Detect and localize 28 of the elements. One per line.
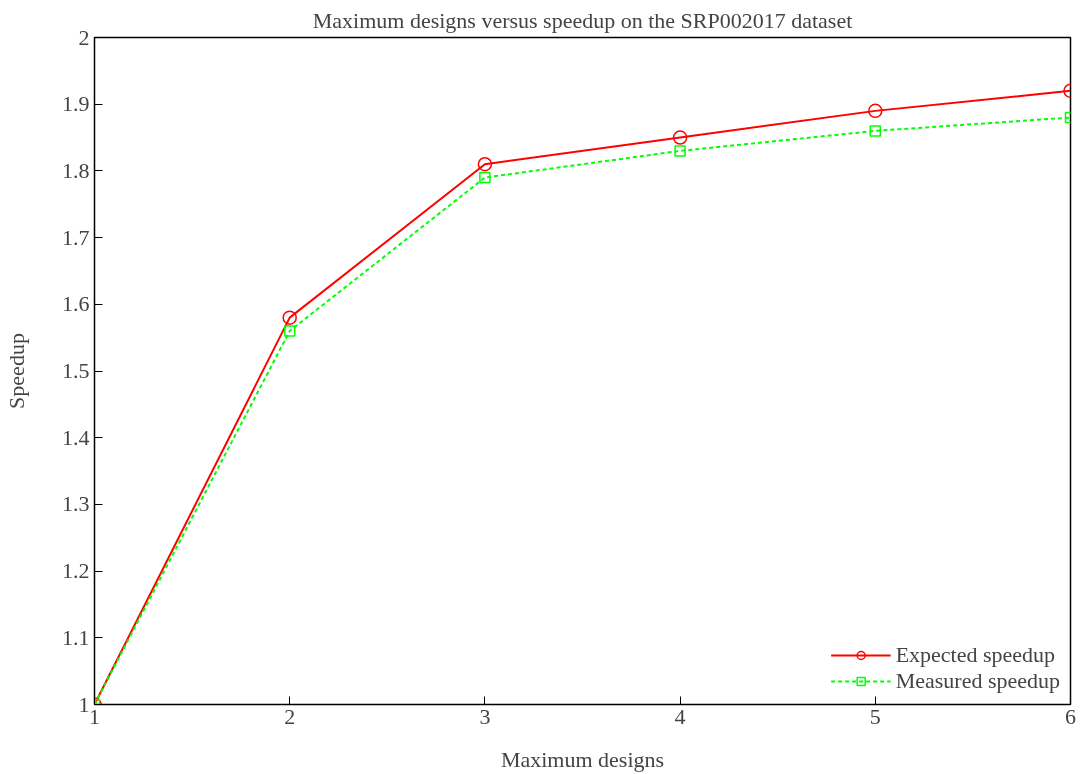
y-tick-label: 1.9	[62, 91, 90, 117]
x-tick-label: 3	[479, 703, 491, 729]
point	[479, 171, 491, 184]
point	[672, 130, 688, 145]
point	[282, 310, 297, 325]
y-tick-label: 2	[78, 24, 90, 50]
point	[477, 156, 493, 172]
y-tick-label: 1.8	[62, 157, 90, 183]
x-tick-label: 2	[284, 703, 296, 729]
y-tick-label: 1.6	[62, 291, 90, 317]
x-axis-title: Maximum designs	[500, 746, 665, 772]
y-tick-label: 1.4	[62, 424, 90, 450]
chart-title: Maximum designs versus speedup on the SRP002017 dataset	[312, 7, 853, 33]
point	[674, 145, 686, 157]
x-tick-label: 5	[869, 703, 881, 729]
x-tick-label: 6	[1065, 703, 1076, 729]
legend-label: Expected speedup	[895, 642, 1056, 668]
y-tick-label: 1.7	[62, 224, 90, 250]
x-tick-label: 4	[674, 703, 686, 729]
point	[869, 125, 882, 137]
y-tick-label: 1.5	[62, 358, 90, 383]
y-axis-title: Speedup	[4, 333, 29, 409]
legend-label: Measured speedup	[895, 668, 1060, 694]
point	[283, 325, 296, 337]
point	[868, 103, 883, 119]
y-tick-label: 1.1	[62, 624, 90, 650]
y-tick-label: 1.3	[62, 491, 90, 517]
y-tick-label: 1.2	[62, 558, 90, 584]
